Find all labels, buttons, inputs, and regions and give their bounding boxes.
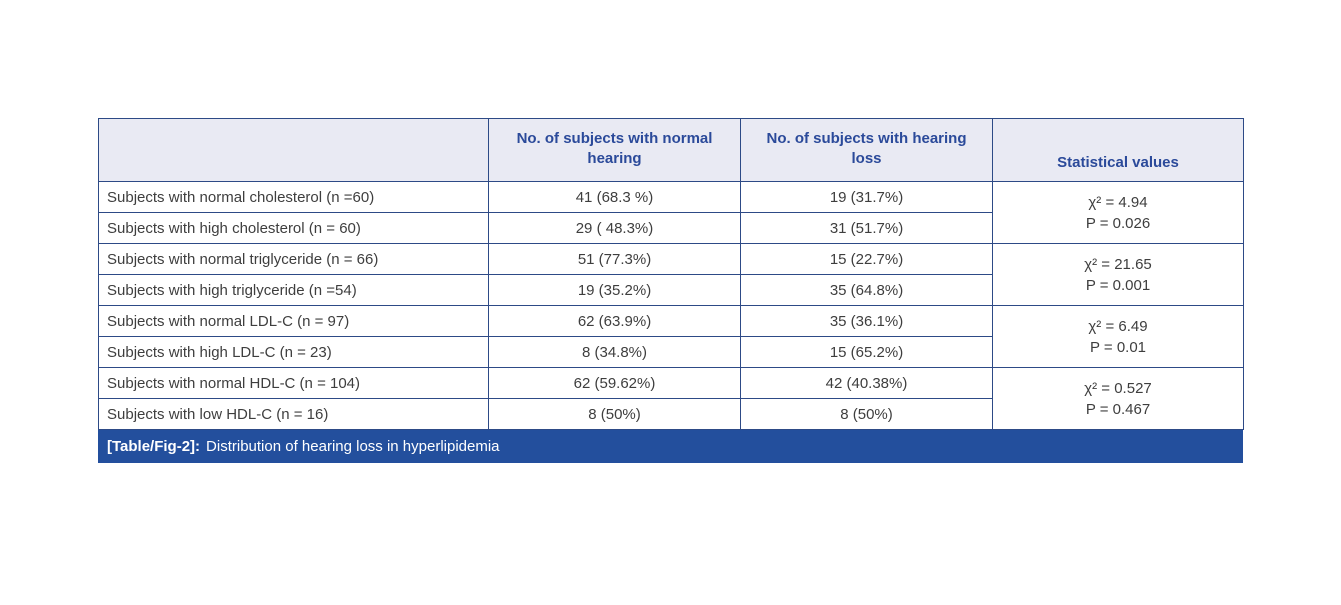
header-empty [98, 118, 489, 182]
row-label: Subjects with low HDL-C (n = 16) [98, 398, 489, 430]
stat-cell: χ² = 0.527 P = 0.467 [992, 367, 1244, 430]
normal-hearing-value: 62 (63.9%) [488, 305, 741, 337]
hearing-loss-value: 15 (65.2%) [740, 336, 993, 368]
hearing-loss-value: 15 (22.7%) [740, 243, 993, 275]
header-statistical-values: Statistical values [992, 118, 1244, 182]
table-row: Subjects with normal HDL-C (n = 104) 62 … [98, 367, 1244, 430]
hearing-loss-value: 19 (31.7%) [740, 181, 993, 213]
table-figure: No. of subjects with normal hearing No. … [98, 118, 1244, 463]
hearing-loss-value: 8 (50%) [740, 398, 993, 430]
table-row: Subjects with normal cholesterol (n =60)… [98, 181, 1244, 244]
p-value: P = 0.026 [1085, 214, 1151, 232]
table-row: Subjects with normal LDL-C (n = 97) 62 (… [98, 305, 1244, 368]
table-row: Subjects with low HDL-C (n = 16) 8 (50%)… [98, 398, 1244, 430]
normal-hearing-value: 8 (50%) [488, 398, 741, 430]
hearing-loss-value: 31 (51.7%) [740, 212, 993, 244]
hearing-loss-value: 35 (36.1%) [740, 305, 993, 337]
chi-square-value: χ² = 0.527 [1084, 379, 1152, 397]
table-row: Subjects with high triglyceride (n =54) … [98, 274, 1244, 306]
normal-hearing-value: 41 (68.3 %) [488, 181, 741, 213]
hearing-loss-value: 35 (64.8%) [740, 274, 993, 306]
p-value: P = 0.467 [1085, 400, 1151, 418]
row-label: Subjects with high triglyceride (n =54) [98, 274, 489, 306]
normal-hearing-value: 19 (35.2%) [488, 274, 741, 306]
p-value: P = 0.001 [1085, 276, 1151, 294]
hearing-loss-table: No. of subjects with normal hearing No. … [98, 118, 1244, 430]
table-row: Subjects with normal triglyceride (n = 6… [98, 243, 1244, 306]
row-label: Subjects with normal LDL-C (n = 97) [98, 305, 489, 337]
normal-hearing-value: 8 (34.8%) [488, 336, 741, 368]
p-value: P = 0.01 [1089, 338, 1147, 356]
normal-hearing-value: 62 (59.62%) [488, 367, 741, 399]
table-row: Subjects with high cholesterol (n = 60) … [98, 212, 1244, 244]
caption-label: [Table/Fig-2]: [107, 438, 201, 455]
table-row: Subjects with high LDL-C (n = 23) 8 (34.… [98, 336, 1244, 368]
chi-square-value: χ² = 4.94 [1088, 193, 1148, 211]
chi-square-value: χ² = 6.49 [1088, 317, 1148, 335]
table-caption: [Table/Fig-2]: Distribution of hearing l… [98, 430, 1243, 463]
stat-cell: χ² = 21.65 P = 0.001 [992, 243, 1244, 306]
hearing-loss-value: 42 (40.38%) [740, 367, 993, 399]
chi-square-value: χ² = 21.65 [1084, 255, 1152, 273]
header-normal-hearing: No. of subjects with normal hearing [488, 118, 741, 182]
row-label: Subjects with high cholesterol (n = 60) [98, 212, 489, 244]
row-label: Subjects with normal cholesterol (n =60) [98, 181, 489, 213]
stat-cell: χ² = 4.94 P = 0.026 [992, 181, 1244, 244]
row-label: Subjects with normal triglyceride (n = 6… [98, 243, 489, 275]
normal-hearing-value: 29 ( 48.3%) [488, 212, 741, 244]
header-hearing-loss: No. of subjects with hearing loss [740, 118, 993, 182]
row-label: Subjects with high LDL-C (n = 23) [98, 336, 489, 368]
stat-cell: χ² = 6.49 P = 0.01 [992, 305, 1244, 368]
row-label: Subjects with normal HDL-C (n = 104) [98, 367, 489, 399]
caption-text: Distribution of hearing loss in hyperlip… [206, 438, 500, 455]
normal-hearing-value: 51 (77.3%) [488, 243, 741, 275]
header-row: No. of subjects with normal hearing No. … [98, 118, 1244, 182]
